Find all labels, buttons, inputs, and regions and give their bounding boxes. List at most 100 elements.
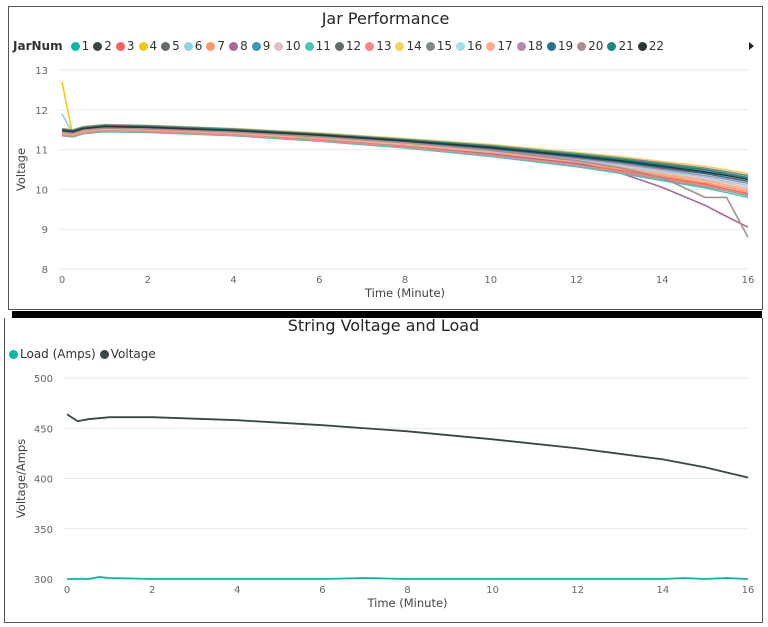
legend-title: JarNum (13, 39, 63, 53)
legend-label: 12 (345, 39, 362, 53)
legend-item[interactable]: 14 (395, 39, 422, 53)
legend-item[interactable]: 16 (456, 39, 482, 53)
legend-dot-icon (206, 41, 216, 51)
legend-item[interactable]: 15 (425, 39, 453, 53)
divider-bar (12, 311, 762, 318)
series-line-10 (61, 128, 749, 189)
legend-dot-icon (161, 41, 171, 51)
legend-item[interactable]: 4 (138, 39, 158, 53)
legend-label: 4 (149, 39, 158, 53)
legend-label: 19 (557, 39, 574, 53)
legend-item[interactable]: 18 (516, 39, 543, 53)
x-tick-label: 2 (149, 585, 155, 596)
legend-label: 6 (194, 39, 203, 53)
legend-item[interactable]: 1 (70, 39, 90, 53)
legend-item[interactable]: 10 (274, 39, 301, 53)
y-axis-title: Voltage (14, 148, 28, 191)
legend-item[interactable]: 11 (304, 39, 331, 53)
legend-label: 1 (81, 39, 90, 53)
legend-label: 15 (436, 39, 453, 53)
legend-item[interactable]: 5 (161, 39, 180, 53)
legend-item[interactable]: 19 (546, 39, 574, 53)
legend-item[interactable]: Voltage (99, 347, 156, 361)
x-tick-label: 4 (234, 585, 240, 596)
y-tick-label: 350 (34, 525, 53, 536)
legend: JarNum 1 2 3 4 5 6 7 8 9 10 11 12 13 14 15 16 17 18 19 20 21… (13, 39, 664, 53)
x-tick-label: 8 (404, 585, 410, 596)
legend-label: 20 (588, 39, 604, 53)
x-tick-label: 10 (484, 275, 497, 286)
legend-item[interactable]: 12 (334, 39, 362, 53)
x-tick-label: 2 (145, 275, 151, 286)
legend-label: 10 (285, 39, 301, 53)
series-line-voltage (66, 413, 749, 479)
x-tick-label: 0 (64, 585, 70, 596)
legend-label: 8 (240, 39, 248, 53)
legend-item[interactable]: 7 (206, 39, 225, 53)
legend-dot-icon (577, 41, 587, 51)
x-tick-label: 6 (316, 275, 322, 286)
legend-label: 22 (648, 39, 664, 53)
x-tick-label: 0 (59, 275, 65, 286)
legend-dot-icon (425, 41, 435, 51)
legend-dot-icon (115, 41, 125, 51)
legend-label: 7 (217, 39, 226, 53)
x-tick-label: 16 (742, 585, 755, 596)
y-tick-label: 500 (34, 374, 53, 385)
legend-label: 16 (467, 39, 483, 53)
legend-label: 2 (104, 39, 112, 53)
series-line-20 (61, 127, 749, 238)
legend-dot-icon (486, 41, 496, 51)
legend-item[interactable]: 8 (229, 39, 248, 53)
legend-label: 21 (618, 39, 634, 53)
legend-item[interactable]: 17 (486, 39, 513, 53)
legend-dot-icon (251, 41, 261, 51)
legend-label: 11 (315, 39, 331, 53)
x-tick-label: 14 (657, 585, 670, 596)
legend-dot-icon (395, 41, 405, 51)
legend-dot-icon (334, 41, 344, 51)
x-axis-title: Time (Minute) (366, 596, 447, 610)
legend-label: Load (Amps) (20, 347, 96, 361)
legend-label: 13 (376, 39, 392, 53)
legend-item[interactable]: 21 (607, 39, 634, 53)
y-axis-title: Voltage/Amps (14, 439, 28, 518)
legend-label: 14 (406, 39, 422, 53)
legend-dot-icon (637, 41, 647, 51)
legend-dot-icon (456, 41, 466, 51)
string-voltage-panel: String Voltage and Load Load (Amps) Volta… (4, 316, 763, 623)
legend: Load (Amps) Voltage (9, 347, 156, 361)
legend-item[interactable]: Load (Amps) (9, 347, 96, 361)
legend-item[interactable]: 6 (183, 39, 203, 53)
chart-title: String Voltage and Load (287, 316, 480, 335)
y-tick-label: 8 (42, 265, 48, 276)
legend-item[interactable]: 3 (115, 39, 135, 53)
legend-dot-icon (138, 41, 148, 51)
legend-label: 18 (527, 39, 543, 53)
legend-dot-icon (607, 41, 617, 51)
legend-dot-icon (274, 41, 284, 51)
legend-dot-icon (304, 41, 314, 51)
legend-dot-icon (70, 41, 80, 51)
legend-item[interactable]: 2 (93, 39, 112, 53)
legend-item[interactable]: 13 (365, 39, 391, 53)
legend-dot-icon (546, 41, 556, 51)
series-line-17 (61, 128, 749, 191)
legend-dot-icon (229, 41, 239, 51)
legend-dot-icon (365, 41, 375, 51)
chart-title: Jar Performance (321, 9, 450, 28)
x-tick-label: 12 (571, 585, 584, 596)
legend-label: Voltage (110, 347, 156, 361)
legend-item[interactable]: 9 (251, 39, 270, 53)
x-tick-label: 6 (319, 585, 325, 596)
x-tick-label: 16 (742, 275, 755, 286)
x-tick-label: 4 (230, 275, 236, 286)
legend-scroll-right-icon[interactable] (749, 42, 754, 50)
legend-item[interactable]: 22 (637, 39, 664, 53)
series-line-13 (61, 130, 749, 196)
x-tick-label: 12 (570, 275, 583, 286)
series-line-22 (61, 125, 749, 181)
legend-label: 3 (126, 39, 135, 53)
legend-item[interactable]: 20 (577, 39, 603, 53)
